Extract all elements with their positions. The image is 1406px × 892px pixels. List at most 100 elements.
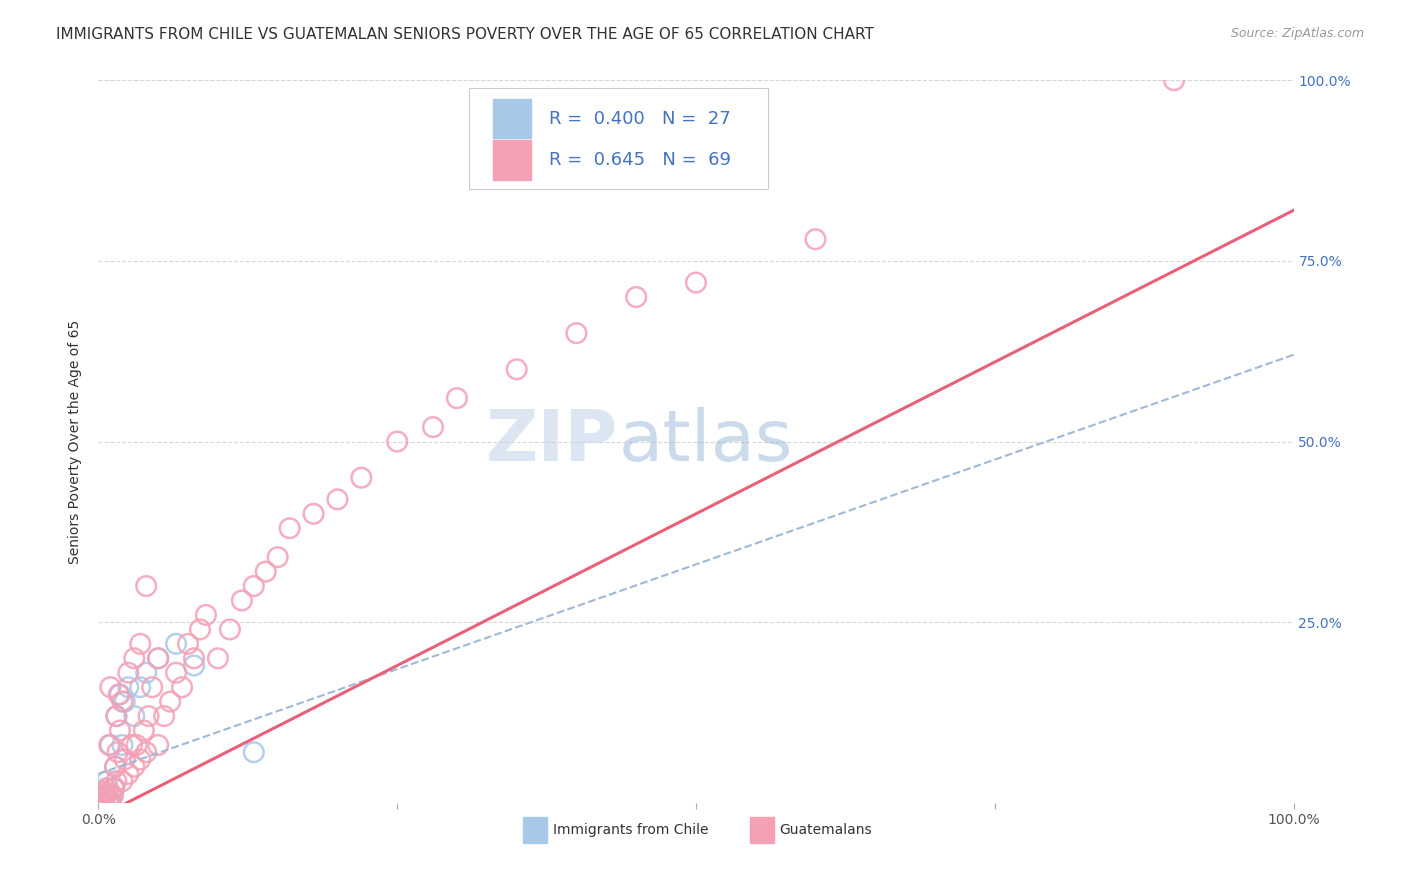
Point: [132, 723, 155, 738]
Point: [111, 774, 134, 789]
Point: [195, 607, 218, 622]
Point: [302, 507, 325, 521]
Point: [94, 789, 117, 803]
Point: [159, 695, 181, 709]
Point: [108, 687, 131, 701]
Point: [104, 760, 127, 774]
Point: [97, 781, 120, 796]
Point: [188, 623, 211, 637]
Point: [114, 752, 136, 766]
Point: [117, 767, 139, 781]
Point: [98, 796, 121, 810]
Point: [90, 792, 112, 806]
Point: [103, 781, 125, 796]
Point: [98, 738, 122, 752]
Point: [108, 723, 131, 738]
Point: [124, 709, 146, 723]
Point: [1163, 73, 1185, 87]
Point: [129, 680, 152, 694]
Point: [105, 774, 128, 789]
Point: [135, 579, 157, 593]
Point: [231, 593, 253, 607]
Point: [117, 665, 139, 680]
Point: [101, 789, 124, 803]
Text: Source: ZipAtlas.com: Source: ZipAtlas.com: [1230, 27, 1364, 40]
Point: [129, 752, 152, 766]
Point: [124, 760, 146, 774]
Point: [111, 695, 134, 709]
Point: [98, 738, 121, 752]
Point: [135, 665, 157, 680]
Point: [422, 420, 444, 434]
Bar: [494, 140, 531, 179]
Point: [148, 738, 170, 752]
Point: [98, 789, 122, 803]
Point: [385, 434, 409, 449]
Text: Immigrants from Chile: Immigrants from Chile: [553, 823, 709, 838]
Text: IMMIGRANTS FROM CHILE VS GUATEMALAN SENIORS POVERTY OVER THE AGE OF 65 CORRELATI: IMMIGRANTS FROM CHILE VS GUATEMALAN SENI…: [56, 27, 875, 42]
Y-axis label: Seniors Poverty Over the Age of 65: Seniors Poverty Over the Age of 65: [69, 319, 83, 564]
Point: [98, 796, 122, 810]
Point: [254, 565, 277, 579]
Point: [506, 362, 529, 376]
Point: [101, 789, 124, 803]
Point: [94, 781, 117, 796]
Point: [129, 637, 152, 651]
Point: [107, 687, 129, 701]
Point: [685, 276, 707, 290]
Point: [446, 391, 468, 405]
Point: [125, 738, 148, 752]
Point: [87, 789, 110, 803]
Point: [350, 470, 373, 484]
Point: [107, 745, 129, 759]
Point: [138, 709, 160, 723]
Point: [243, 745, 266, 759]
Point: [278, 521, 301, 535]
Point: [153, 709, 176, 723]
Point: [98, 796, 122, 810]
FancyBboxPatch shape: [470, 87, 768, 189]
Point: [565, 326, 588, 340]
Point: [96, 774, 118, 789]
Point: [91, 796, 114, 810]
Point: [89, 796, 111, 810]
Bar: [523, 817, 547, 843]
Point: [165, 665, 187, 680]
Point: [87, 796, 110, 810]
Text: R =  0.645   N =  69: R = 0.645 N = 69: [548, 151, 731, 169]
Text: R =  0.400   N =  27: R = 0.400 N = 27: [548, 110, 731, 128]
Point: [93, 796, 115, 810]
Point: [87, 792, 110, 806]
Point: [98, 680, 122, 694]
Point: [97, 796, 120, 810]
Point: [183, 651, 205, 665]
Point: [114, 695, 136, 709]
Point: [267, 550, 290, 565]
Text: Guatemalans: Guatemalans: [779, 823, 872, 838]
Point: [96, 785, 118, 799]
Point: [165, 637, 187, 651]
Point: [105, 709, 128, 723]
Point: [117, 680, 139, 694]
Point: [91, 789, 114, 803]
Point: [104, 760, 127, 774]
Point: [243, 579, 266, 593]
Point: [804, 232, 827, 246]
Point: [172, 680, 194, 694]
Point: [124, 651, 146, 665]
Text: atlas: atlas: [619, 407, 793, 476]
Point: [93, 789, 115, 803]
Point: [105, 709, 128, 723]
Bar: [494, 99, 531, 138]
Point: [103, 781, 125, 796]
Point: [626, 290, 648, 304]
Point: [177, 637, 200, 651]
Point: [111, 738, 134, 752]
Point: [87, 792, 110, 806]
Point: [121, 738, 143, 752]
Point: [183, 658, 205, 673]
Point: [207, 651, 229, 665]
Bar: [749, 817, 773, 843]
Point: [98, 792, 121, 806]
Point: [326, 492, 349, 507]
